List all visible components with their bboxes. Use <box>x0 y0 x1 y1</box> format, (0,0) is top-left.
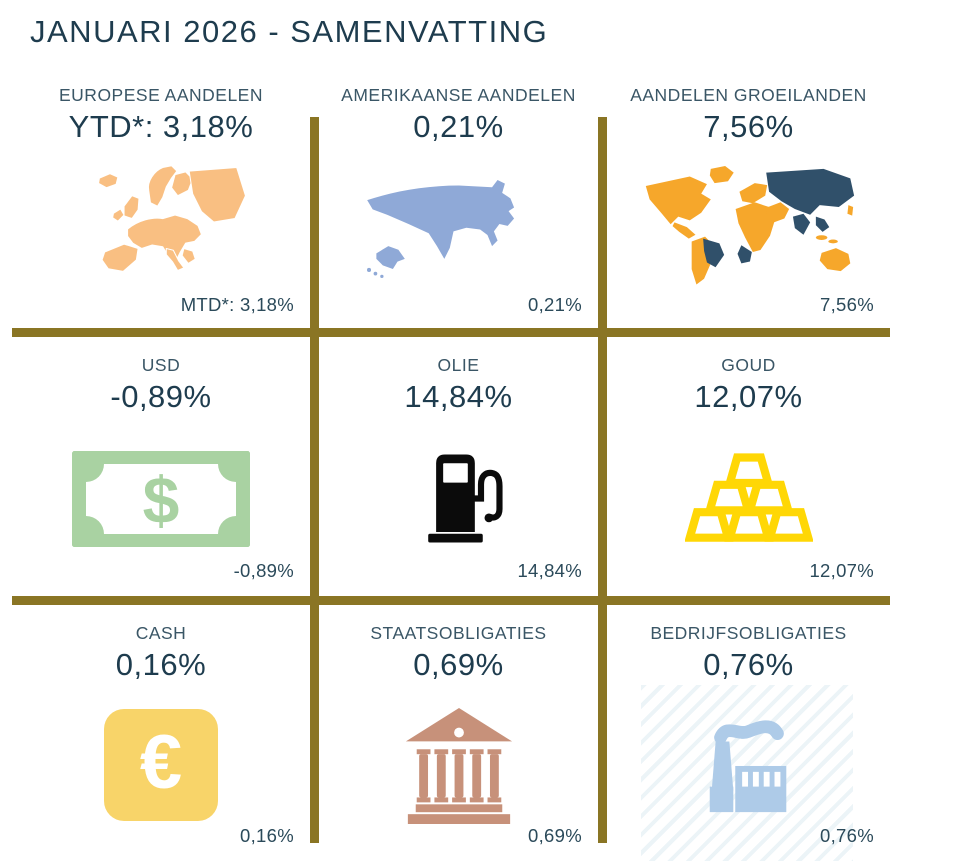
cell-value: 0,16% <box>115 647 207 682</box>
cell-amerikaanse-aandelen: AMERIKAANSE AANDELEN 0,21% 0,21% <box>319 85 598 328</box>
grid-divider-horizontal-1 <box>12 328 890 337</box>
cell-olie: OLIE 14,84% 14,84% <box>319 337 598 596</box>
cell-staatsobligaties: STAATSOBLIGATIES 0,69% 0,69% <box>319 605 598 861</box>
cell-label: GOUD <box>721 355 776 375</box>
cell-corner-value: 0,16% <box>240 825 294 846</box>
cell-label: EUROPESE AANDELEN <box>59 85 263 105</box>
cell-label: USD <box>141 355 181 375</box>
factory-icon <box>607 683 890 861</box>
europe-map-icon <box>12 145 310 328</box>
cell-corner-value: 7,56% <box>820 294 874 315</box>
cell-corner-value: 0,69% <box>528 825 582 846</box>
cell-bedrijfsobligaties: BEDRIJFSOBLIGATIES 0,76% 0,76% <box>607 605 890 861</box>
cell-value: 0,76% <box>703 647 794 682</box>
cell-aandelen-groeilanden: AANDELEN GROEILANDEN 7,56% <box>607 85 890 328</box>
cell-cash: CASH 0,16% € 0,16% <box>12 605 310 861</box>
cell-value: 0,21% <box>413 109 504 144</box>
cell-label: STAATSOBLIGATIES <box>370 623 547 643</box>
dollar-banknote-icon: $ <box>12 415 310 596</box>
grid-divider-vertical-2 <box>598 117 607 843</box>
usa-map-icon <box>319 145 598 328</box>
cell-corner-value: 0,76% <box>820 825 874 846</box>
cell-label: CASH <box>135 623 187 643</box>
euro-glyph: € <box>139 720 183 805</box>
cell-goud: GOUD 12,07% 12,07% <box>607 337 890 596</box>
cell-corner-value: 0,21% <box>528 294 582 315</box>
grid-divider-vertical-1 <box>310 117 319 843</box>
cell-value: YTD*: 3,18% <box>68 109 254 144</box>
euro-tile: € <box>104 709 218 821</box>
cell-value: 12,07% <box>694 379 803 414</box>
cell-label: AMERIKAANSE AANDELEN <box>341 85 576 105</box>
cell-corner-value: -0,89% <box>233 560 294 581</box>
cell-label: BEDRIJFSOBLIGATIES <box>650 623 847 643</box>
world-map-icon <box>607 145 890 328</box>
cell-value: 0,69% <box>413 647 504 682</box>
cell-corner-value: MTD*: 3,18% <box>180 294 294 315</box>
cell-value: -0,89% <box>110 379 212 414</box>
cell-corner-value: 14,84% <box>517 560 582 581</box>
grid-divider-horizontal-2 <box>12 596 890 605</box>
cell-value: 7,56% <box>703 109 794 144</box>
gold-bars-icon <box>607 415 890 596</box>
bank-building-icon <box>319 683 598 861</box>
cell-value: 14,84% <box>404 379 513 414</box>
page-title: JANUARI 2026 - SAMENVATTING <box>30 14 549 49</box>
cell-label: AANDELEN GROEILANDEN <box>630 85 867 105</box>
cell-corner-value: 12,07% <box>809 560 874 581</box>
fuel-pump-icon <box>319 415 598 596</box>
cell-usd: USD -0,89% $ -0,89% <box>12 337 310 596</box>
cell-label: OLIE <box>437 355 480 375</box>
svg-text:$: $ <box>143 463 180 537</box>
euro-sign-icon: € <box>12 683 310 861</box>
cell-europese-aandelen: EUROPESE AANDELEN YTD*: 3,18% MTD*: 3,18 <box>12 85 310 328</box>
